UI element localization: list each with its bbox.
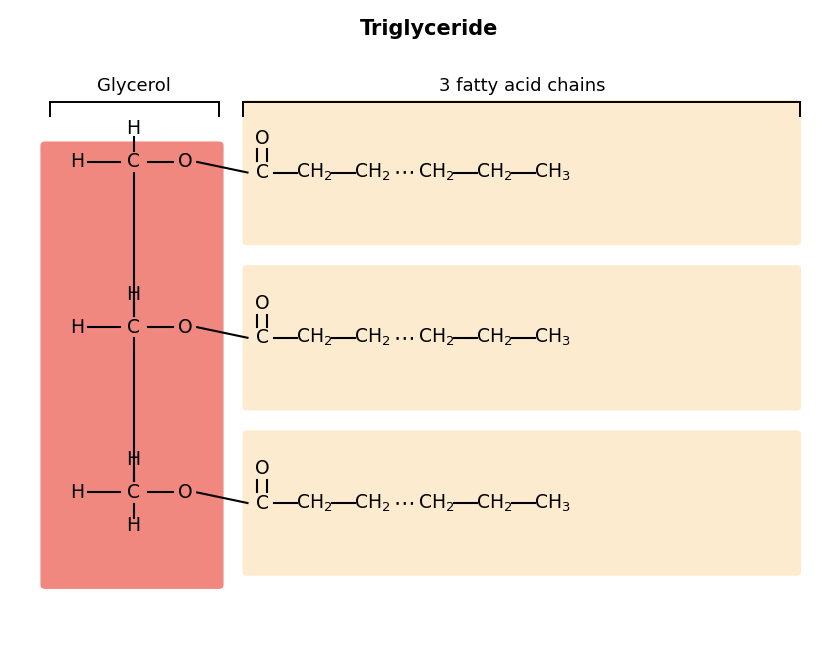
Text: O: O bbox=[178, 318, 193, 336]
FancyBboxPatch shape bbox=[243, 100, 801, 245]
Text: H: H bbox=[70, 318, 85, 336]
Text: O: O bbox=[178, 153, 193, 171]
Text: H: H bbox=[126, 516, 141, 535]
Text: H: H bbox=[126, 450, 141, 469]
Text: 3 fatty acid chains: 3 fatty acid chains bbox=[439, 77, 605, 95]
Text: CH$_2$: CH$_2$ bbox=[418, 162, 455, 183]
Text: CH$_2$: CH$_2$ bbox=[476, 162, 512, 183]
Text: O: O bbox=[255, 294, 270, 313]
Text: C: C bbox=[256, 163, 269, 182]
Text: C: C bbox=[256, 494, 269, 512]
Text: CH$_2$: CH$_2$ bbox=[418, 327, 455, 348]
Text: H: H bbox=[70, 153, 85, 171]
Text: H: H bbox=[126, 285, 141, 303]
Text: ⋯: ⋯ bbox=[394, 163, 415, 182]
Text: Triglyceride: Triglyceride bbox=[360, 19, 498, 38]
Text: ⋯: ⋯ bbox=[394, 493, 415, 513]
FancyBboxPatch shape bbox=[243, 430, 801, 576]
Text: CH$_2$: CH$_2$ bbox=[354, 162, 390, 183]
Text: H: H bbox=[70, 483, 85, 502]
Text: ⋯: ⋯ bbox=[394, 328, 415, 348]
Text: C: C bbox=[127, 153, 140, 171]
Text: CH$_2$: CH$_2$ bbox=[354, 492, 390, 514]
FancyBboxPatch shape bbox=[243, 265, 801, 410]
Text: O: O bbox=[255, 129, 270, 147]
Text: CH$_3$: CH$_3$ bbox=[534, 162, 570, 183]
FancyBboxPatch shape bbox=[40, 141, 224, 589]
Text: Glycerol: Glycerol bbox=[97, 77, 171, 95]
Text: C: C bbox=[256, 329, 269, 347]
Text: CH$_3$: CH$_3$ bbox=[534, 492, 570, 514]
Text: H: H bbox=[126, 120, 141, 138]
Text: O: O bbox=[255, 459, 270, 478]
Text: CH$_2$: CH$_2$ bbox=[476, 327, 512, 348]
Text: CH$_2$: CH$_2$ bbox=[476, 492, 512, 514]
Text: CH$_2$: CH$_2$ bbox=[296, 327, 332, 348]
Text: CH$_2$: CH$_2$ bbox=[354, 327, 390, 348]
Text: C: C bbox=[127, 318, 140, 336]
Text: CH$_2$: CH$_2$ bbox=[296, 162, 332, 183]
Text: CH$_3$: CH$_3$ bbox=[534, 327, 570, 348]
Text: CH$_2$: CH$_2$ bbox=[296, 492, 332, 514]
Text: CH$_2$: CH$_2$ bbox=[418, 492, 455, 514]
Text: O: O bbox=[178, 483, 193, 502]
Text: C: C bbox=[127, 483, 140, 502]
